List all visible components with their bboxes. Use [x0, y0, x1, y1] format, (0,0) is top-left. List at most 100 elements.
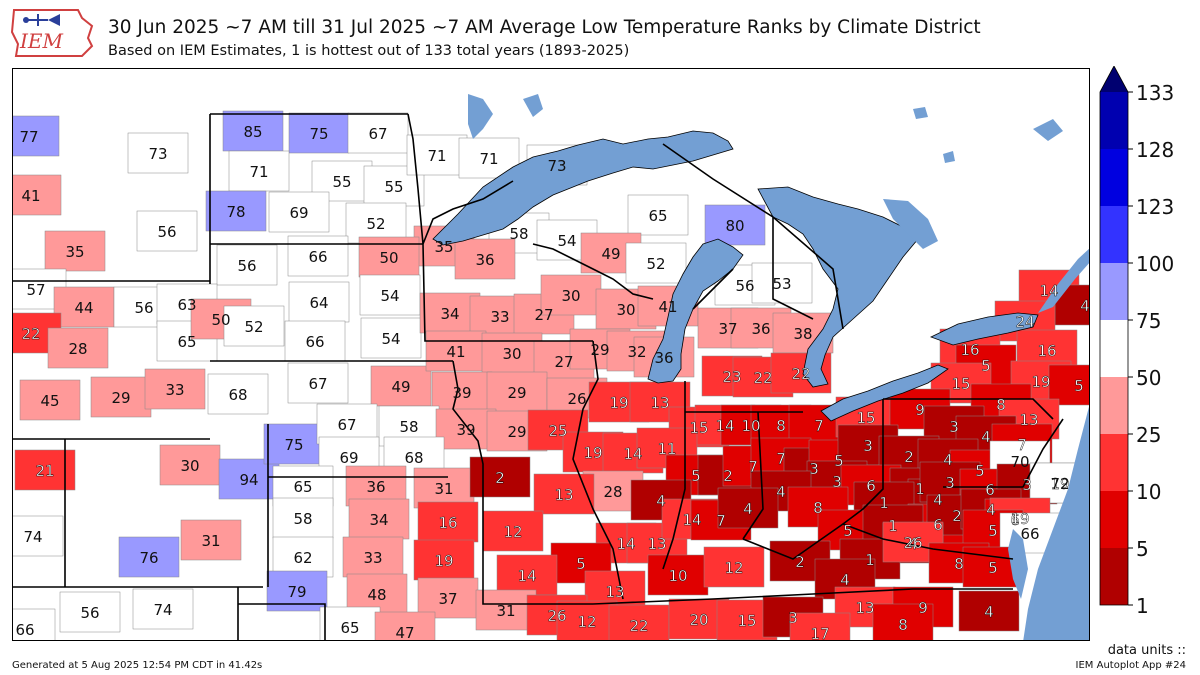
district-area — [872, 603, 934, 640]
district-area — [13, 115, 60, 157]
district-rank-label: 64 — [309, 294, 328, 312]
district-rank-label: 30 — [180, 457, 199, 475]
district-rank-label: 21 — [35, 462, 54, 480]
district-rank-label: 24 — [1015, 313, 1034, 331]
district-rank-label: 47 — [395, 624, 414, 641]
district-area — [127, 132, 189, 174]
district-rank-label: 52 — [244, 318, 263, 336]
district-rank-label: 58 — [509, 225, 528, 243]
st-lawrence — [1038, 248, 1089, 313]
district-rank-label: 12 — [577, 613, 596, 631]
district-rank-label: 66 — [308, 248, 327, 266]
district-rank-label: 69 — [289, 204, 308, 222]
district-rank-label: 5 — [843, 522, 853, 540]
lake-superior — [432, 130, 734, 246]
district-rank-label: 58 — [293, 510, 312, 528]
district-rank-label: 15 — [856, 409, 875, 427]
district-rank-label: 12 — [503, 523, 522, 541]
colorbar-bin-4 — [1100, 377, 1128, 434]
district-area — [13, 515, 64, 557]
district-rank-label: 22 — [791, 365, 810, 383]
district-rank-label: 6 — [985, 481, 995, 499]
district-rank-label: 71 — [427, 147, 446, 165]
district-area — [223, 305, 285, 347]
district-rank-label: 36 — [475, 251, 494, 269]
district-rank-label: 36 — [751, 320, 770, 338]
district-rank-label: 13 — [554, 486, 573, 504]
district-rank-label: 41 — [21, 187, 40, 205]
district-rank-label: 4 — [743, 500, 753, 518]
colorbar-bin-7 — [1100, 206, 1128, 263]
colorbar-tick-label: 1 — [1136, 594, 1149, 614]
border-mn-ia-wi — [422, 180, 593, 342]
district-rank-label: 74 — [153, 601, 172, 619]
district-rank-label: 45 — [40, 392, 59, 410]
district-area — [272, 536, 334, 578]
colorbar-extend-arrow — [1100, 66, 1128, 92]
district-rank-label: 14 — [1039, 282, 1058, 300]
district-area — [348, 498, 410, 540]
border-il-in — [662, 381, 686, 570]
border-ks-ok-co — [64, 439, 326, 640]
district-rank-label: 65 — [177, 333, 196, 351]
district-rank-label: 33 — [490, 308, 509, 326]
district-rank-label: 13 — [647, 535, 666, 553]
district-area — [469, 456, 531, 498]
district-rank-label: 19 — [1050, 475, 1069, 493]
district-rank-label: 6 — [933, 516, 943, 534]
district-area — [347, 112, 409, 154]
district-rank-label: 77 — [19, 128, 38, 146]
district-rank-label: 8 — [996, 396, 1006, 414]
district-area — [342, 536, 404, 578]
district-area — [288, 281, 350, 323]
district-rank-label: 2 — [495, 469, 505, 487]
district-rank-label: 50 — [379, 249, 398, 267]
district-rank-label: 3 — [945, 474, 955, 492]
district-rank-label: 9 — [918, 599, 928, 617]
district-rank-label: 65 — [340, 619, 359, 637]
georgian-bay — [883, 199, 938, 249]
data-units-label: data units :: — [1107, 643, 1186, 658]
border-oh-pa-wv — [842, 399, 884, 525]
district-area — [481, 332, 543, 374]
district-rank-label: 3 — [863, 437, 873, 455]
district-area — [704, 204, 766, 246]
district-rank-label: 8 — [813, 499, 823, 517]
district-area — [218, 458, 280, 500]
district-rank-label: 14 — [616, 535, 635, 553]
district-area — [90, 376, 152, 418]
district-rank-label: 13 — [650, 394, 669, 412]
border-ia-mo — [452, 360, 593, 605]
district-rank-label: 15 — [951, 375, 970, 393]
district-rank-label: 31 — [496, 602, 515, 620]
district-rank-label: 34 — [440, 305, 459, 323]
district-rank-label: 48 — [367, 586, 386, 604]
district-rank-label: 29 — [507, 384, 526, 402]
district-rank-label: 33 — [363, 549, 382, 567]
district-area — [59, 591, 121, 633]
district-rank-label: 4 — [776, 483, 786, 501]
district-rank-label: 39 — [456, 421, 475, 439]
district-area — [370, 365, 432, 407]
border-wi-mi — [532, 243, 654, 300]
district-area — [703, 546, 765, 588]
district-rank-label: 68 — [404, 449, 423, 467]
district-rank-label: 2 — [952, 507, 962, 525]
district-rank-label: 29 — [111, 389, 130, 407]
page-subtitle: Based on IEM Estimates, 1 is hottest out… — [108, 43, 630, 59]
district-rank-label: 3 — [1022, 476, 1032, 494]
district-rank-label: 14 — [682, 511, 701, 529]
district-rank-label: 35 — [434, 238, 453, 256]
district-rank-label: 2 — [795, 553, 805, 571]
colorbar-bin-2 — [1100, 491, 1128, 548]
district-rank-label: 20 — [689, 611, 708, 629]
colorbar-outline — [1099, 65, 1129, 606]
district-rank-label: 29 — [507, 423, 526, 441]
district-area — [359, 274, 421, 316]
district-area — [19, 379, 81, 421]
lake-huron — [757, 186, 919, 388]
district-rank-label: 41 — [446, 343, 465, 361]
district-rank-label: 36 — [366, 478, 385, 496]
district-rank-label: 14 — [715, 417, 734, 435]
